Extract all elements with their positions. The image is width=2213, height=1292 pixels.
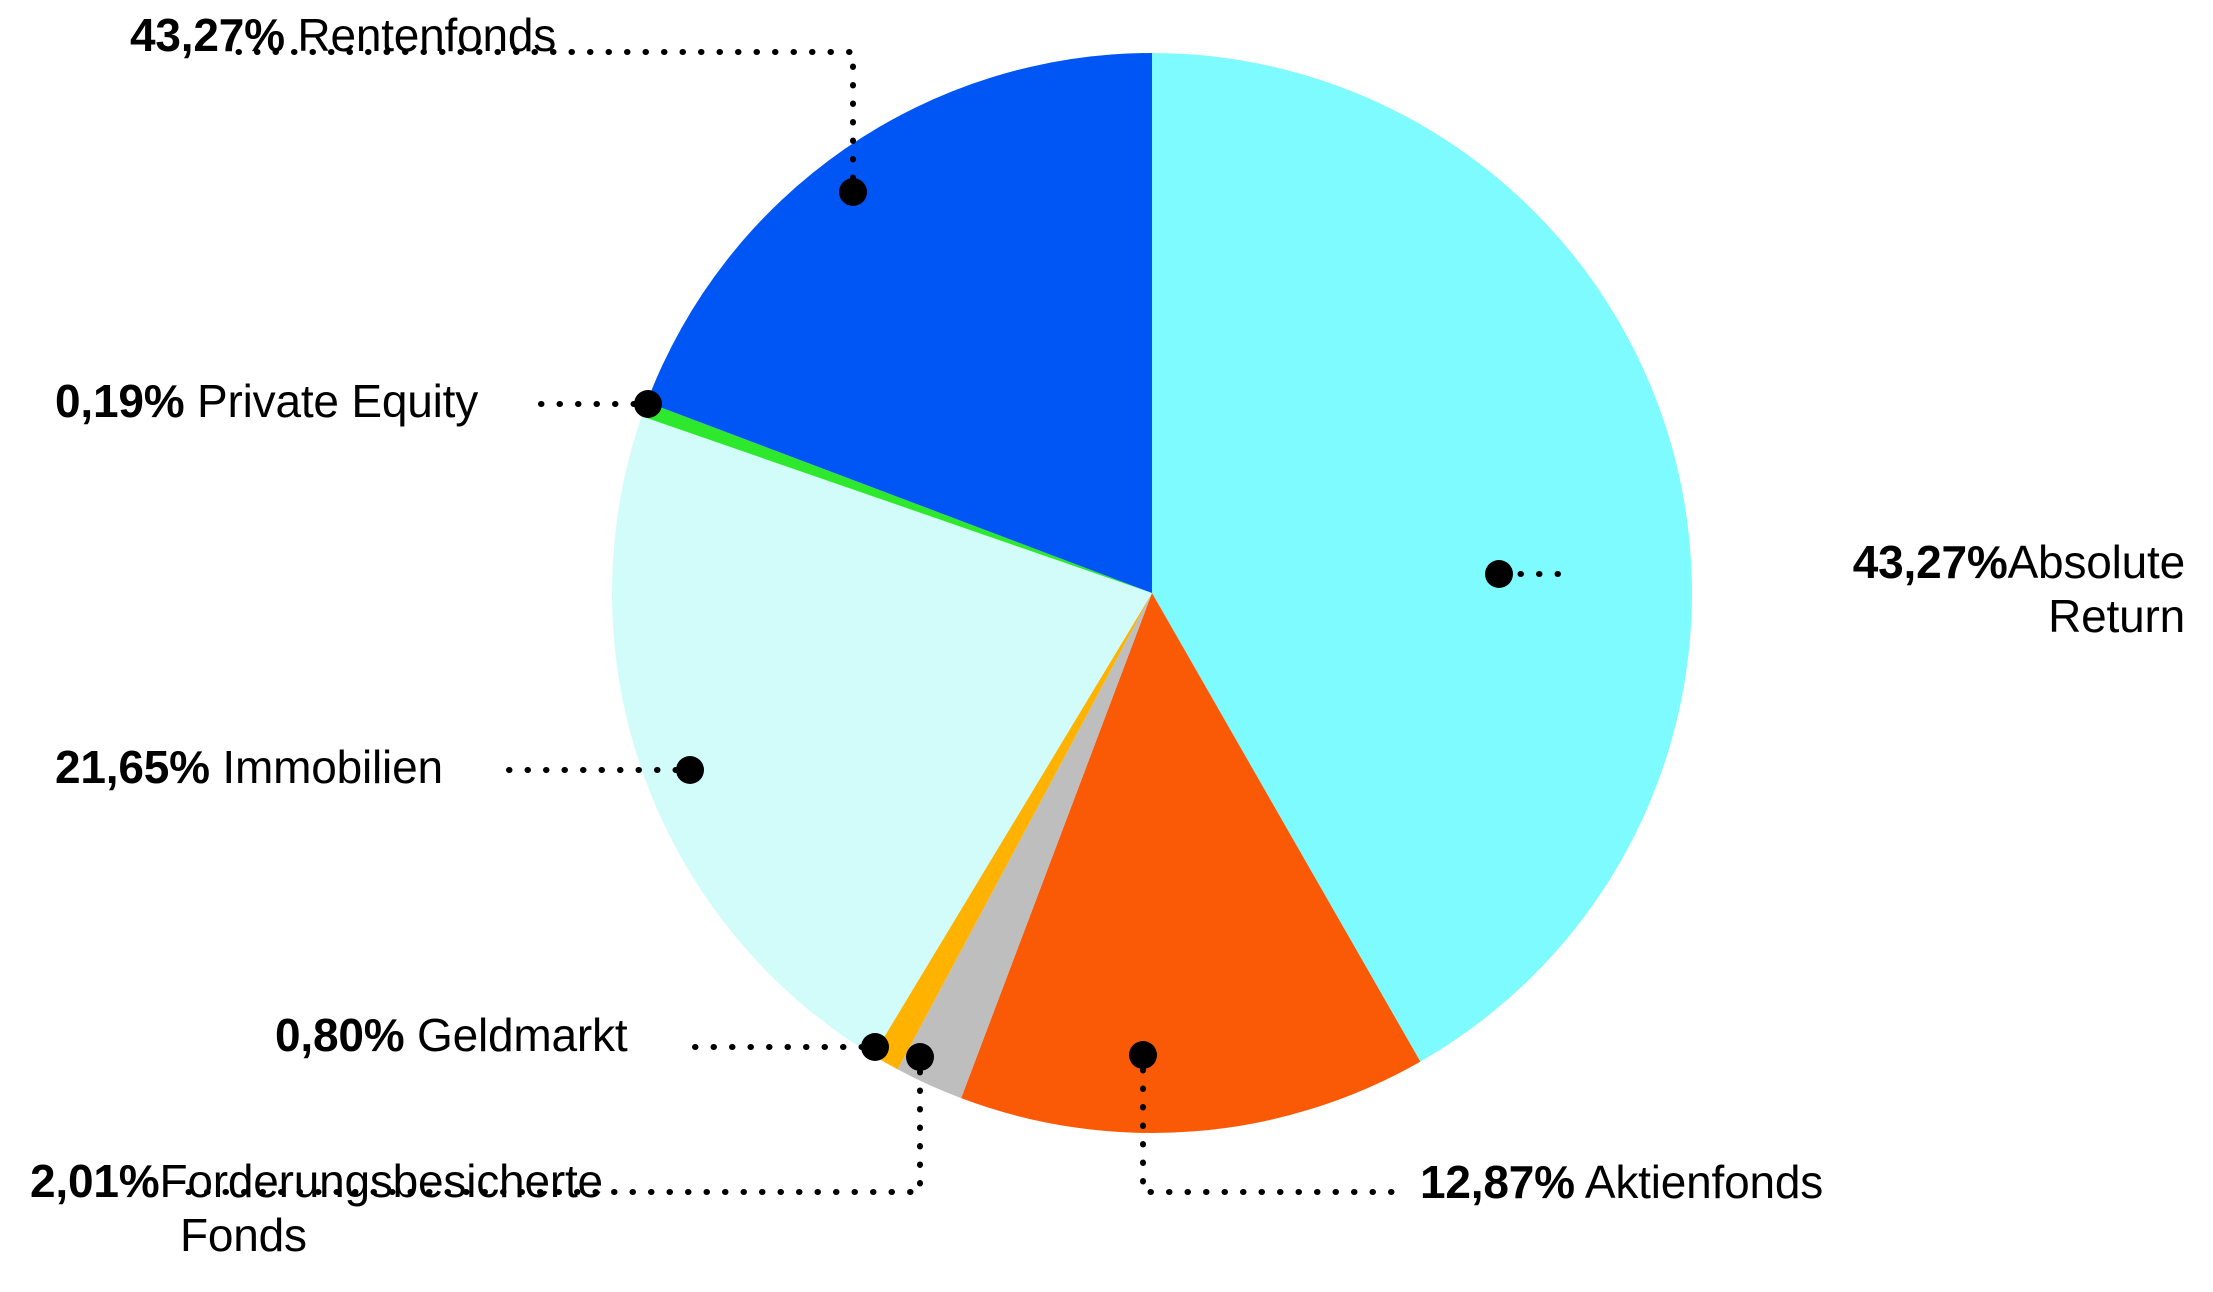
leader-line-forderungsbesicherte-fonds — [175, 1069, 923, 1195]
leader-dot-geldmarkt — [861, 1033, 889, 1061]
leader-dot-immobilien — [676, 756, 704, 784]
slice-label-absolute-return: 43,27%Absolute Return — [1600, 535, 2185, 644]
pie-slice-aktienfonds[interactable] — [961, 593, 1421, 1134]
slice-name-aktienfonds: Aktienfonds — [1584, 1156, 1824, 1208]
slice-name-geldmarkt: Geldmarkt — [417, 1009, 628, 1061]
pie-slice-geldmarkt[interactable] — [873, 593, 1152, 1070]
slice-label-geldmarkt: 0,80% Geldmarkt — [275, 1008, 628, 1062]
slice-percent-private-equity: 0,19% — [55, 375, 185, 427]
pie-slice-private-equity[interactable] — [641, 402, 1152, 593]
slice-name-rentenfonds: Rentenfonds — [297, 9, 557, 61]
slice-name-immobilien: Immobilien — [222, 741, 443, 793]
leader-line-rentenfonds — [225, 49, 856, 181]
leader-dot-markers-group — [634, 178, 1513, 1071]
leader-dot-absolute-return — [1485, 560, 1513, 588]
slice-name-absolute-return-line2: Return — [2048, 590, 2185, 643]
slice-label-rentenfonds: 43,27% Rentenfonds — [130, 8, 556, 62]
slice-name-absolute-return-line1: Absolute — [2007, 536, 2186, 588]
leader-dot-aktienfonds — [1129, 1041, 1157, 1069]
slice-label-private-equity: 0,19% Private Equity — [55, 374, 478, 428]
slice-label-forderungsbesicherte-fonds: 2,01%Forderungsbesicherte Fonds — [30, 1154, 690, 1263]
pie-slice-immobilien[interactable] — [612, 416, 1152, 1056]
slice-percent-forderungsbesicherte-fonds: 2,01% — [30, 1155, 160, 1207]
pie-slice-forderungsbesicherte-fonds[interactable] — [897, 593, 1152, 1099]
slice-percent-immobilien: 21,65% — [55, 741, 210, 793]
pie-slices-group — [612, 52, 1692, 1134]
leader-dot-rentenfonds — [839, 178, 867, 206]
slice-name-forderungsbesicherte-fonds-line2: Fonds — [180, 1209, 307, 1262]
leader-lines-group — [175, 49, 1561, 1195]
slice-label-immobilien: 21,65% Immobilien — [55, 740, 443, 794]
leader-line-aktienfonds — [1140, 1067, 1403, 1195]
slice-percent-aktienfonds: 12,87% — [1420, 1156, 1575, 1208]
slice-percent-geldmarkt: 0,80% — [275, 1009, 405, 1061]
slice-name-forderungsbesicherte-fonds-line1: Forderungsbesicherte — [159, 1155, 603, 1207]
slice-name-private-equity: Private Equity — [197, 375, 479, 427]
slice-percent-rentenfonds: 43,27% — [130, 9, 285, 61]
slice-percent-absolute-return: 43,27% — [1852, 536, 2008, 588]
pie-slice-absolute-return[interactable] — [1152, 53, 1692, 1062]
slice-label-aktienfonds: 12,87% Aktienfonds — [1420, 1155, 1823, 1209]
leader-dot-forderungsbesicherte-fonds — [906, 1043, 934, 1071]
pie-slice-rentenfonds[interactable] — [646, 52, 1152, 593]
leader-dot-private-equity — [634, 390, 662, 418]
